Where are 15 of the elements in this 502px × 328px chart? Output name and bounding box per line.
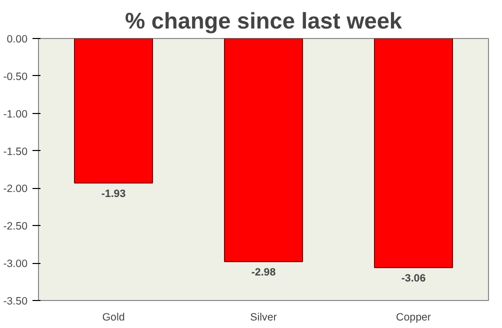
data-label: -3.06 xyxy=(401,272,426,285)
y-tick-label: -1.50 xyxy=(3,146,28,158)
y-tick-label: -0.50 xyxy=(3,70,28,83)
chart-title: % change since last week xyxy=(124,8,402,34)
data-label: -2.98 xyxy=(251,266,276,279)
y-tick-label: -3.50 xyxy=(3,296,28,308)
x-tick-label: Silver xyxy=(250,312,278,324)
y-tick-label: -3.00 xyxy=(3,258,28,270)
data-label: -1.93 xyxy=(101,188,126,200)
y-tick-label: 0.00 xyxy=(6,34,28,46)
x-tick-label: Copper xyxy=(396,312,432,324)
y-tick-label: -1.00 xyxy=(3,108,28,120)
x-tick-label: Gold xyxy=(102,312,125,324)
y-tick-label: -2.00 xyxy=(3,183,28,196)
y-tick-label: -2.50 xyxy=(3,220,28,233)
